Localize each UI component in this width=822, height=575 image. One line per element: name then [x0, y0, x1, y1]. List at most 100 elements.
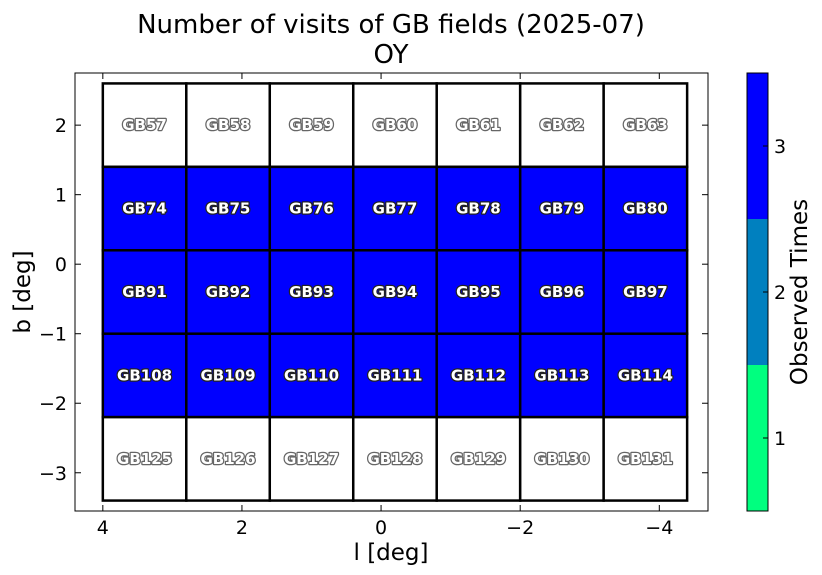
field-cell-gb78: GB78 — [435, 165, 522, 252]
field-label: GB76 — [289, 200, 334, 218]
x-axis-ticks: 4 2 0 −2 −4 — [97, 73, 673, 539]
y-tick-label: 0 — [55, 254, 67, 276]
y-tick-label: −2 — [39, 393, 67, 415]
field-cell-gb125: GB125 — [101, 415, 188, 502]
field-cell-gb127: GB127 — [268, 415, 355, 502]
field-cell-gb128: GB128 — [351, 415, 438, 502]
field-label: GB109 — [201, 366, 256, 384]
colorbar-segment — [747, 73, 768, 219]
field-label: GB130 — [534, 450, 589, 468]
field-cell-gb112: GB112 — [435, 332, 522, 419]
field-cell-gb110: GB110 — [268, 332, 355, 419]
field-label: GB77 — [373, 200, 418, 218]
field-rect — [351, 249, 438, 335]
y-axis-label: b [deg] — [10, 250, 36, 333]
field-label: GB75 — [206, 200, 251, 218]
field-cell-gb93: GB93 — [268, 249, 355, 335]
field-label: GB125 — [117, 450, 172, 468]
field-rect — [435, 249, 522, 335]
field-rect — [101, 332, 188, 419]
field-cell-gb63: GB63 — [602, 82, 689, 169]
x-axis-label: l [deg] — [354, 540, 429, 566]
field-label: GB96 — [540, 283, 585, 301]
field-cell-gb96: GB96 — [518, 249, 605, 335]
chart-title: Number of visits of GB fields (2025-07) — [137, 10, 645, 40]
field-cell-gb109: GB109 — [185, 332, 272, 419]
colorbar-segment — [747, 219, 768, 365]
field-cell-gb129: GB129 — [435, 415, 522, 502]
field-cell-gb59: GB59 — [268, 82, 355, 169]
field-label: GB112 — [451, 366, 506, 384]
field-cell-gb130: GB130 — [518, 415, 605, 502]
colorbar: 1 2 3 — [746, 72, 786, 512]
colorbar-label: Observed Times — [787, 199, 813, 385]
field-rect — [185, 165, 272, 252]
x-tick-label: −4 — [645, 517, 673, 539]
field-label: GB97 — [623, 283, 668, 301]
colorbar-tick-label: 1 — [774, 428, 786, 450]
colorbar-tick-label: 2 — [774, 282, 786, 304]
field-label: GB127 — [284, 450, 339, 468]
field-rect — [435, 82, 522, 169]
field-label: GB62 — [540, 116, 585, 134]
plot-area: GB57 GB58 GB59 GB60 GB61 GB62 GB63 GB74 GB75 GB76… — [74, 72, 709, 512]
field-label: GB93 — [289, 283, 334, 301]
field-label: GB61 — [456, 116, 501, 134]
field-label: GB95 — [456, 283, 501, 301]
field-rect — [435, 332, 522, 419]
field-cell-gb74: GB74 — [101, 165, 188, 252]
field-cell-gb91: GB91 — [101, 249, 188, 335]
field-rect — [602, 249, 689, 335]
field-cell-gb97: GB97 — [602, 249, 689, 335]
field-cell-gb77: GB77 — [351, 165, 438, 252]
field-label: GB111 — [367, 366, 422, 384]
field-label: GB128 — [367, 450, 422, 468]
x-tick-label: −2 — [506, 517, 534, 539]
field-cell-gb94: GB94 — [351, 249, 438, 335]
y-tick-label: 1 — [55, 185, 67, 207]
field-label: GB94 — [373, 283, 418, 301]
field-cell-gb79: GB79 — [518, 165, 605, 252]
field-rect — [518, 415, 605, 502]
field-cell-gb95: GB95 — [435, 249, 522, 335]
field-rect — [435, 415, 522, 502]
field-label: GB60 — [373, 116, 418, 134]
field-cell-gb57: GB57 — [101, 82, 188, 169]
x-tick-label: 0 — [375, 517, 387, 539]
y-tick-label: −3 — [39, 463, 67, 485]
chart-subtitle: OY — [374, 40, 409, 70]
field-label: GB131 — [618, 450, 673, 468]
x-tick-label: 4 — [97, 517, 109, 539]
y-tick-label: 2 — [55, 115, 67, 137]
field-label: GB92 — [206, 283, 251, 301]
colorbar-tick-label: 3 — [774, 136, 786, 158]
field-cell-gb80: GB80 — [602, 165, 689, 252]
field-label: GB63 — [623, 116, 668, 134]
field-label: GB110 — [284, 366, 339, 384]
field-label: GB58 — [206, 116, 251, 134]
field-cell-gb126: GB126 — [185, 415, 272, 502]
field-rect — [602, 82, 689, 169]
y-axis-ticks: 2 1 0 −1 −2 −3 — [39, 115, 708, 485]
field-label: GB114 — [618, 366, 673, 384]
field-rect — [602, 332, 689, 419]
field-label: GB129 — [451, 450, 506, 468]
field-rect — [101, 249, 188, 335]
field-cell-gb60: GB60 — [351, 82, 438, 169]
field-cell-gb111: GB111 — [351, 332, 438, 419]
colorbar-segment — [747, 365, 768, 511]
field-cell-gb62: GB62 — [518, 82, 605, 169]
field-rect — [185, 249, 272, 335]
x-tick-label: 2 — [236, 517, 248, 539]
field-label: GB59 — [289, 116, 334, 134]
field-label: GB80 — [623, 200, 668, 218]
field-label: GB108 — [117, 366, 172, 384]
y-tick-label: −1 — [39, 324, 67, 346]
field-label: GB79 — [540, 200, 585, 218]
field-cell-gb75: GB75 — [185, 165, 272, 252]
field-rect — [602, 415, 689, 502]
field-label: GB57 — [122, 116, 167, 134]
field-label: GB91 — [122, 283, 167, 301]
field-label: GB126 — [201, 450, 256, 468]
